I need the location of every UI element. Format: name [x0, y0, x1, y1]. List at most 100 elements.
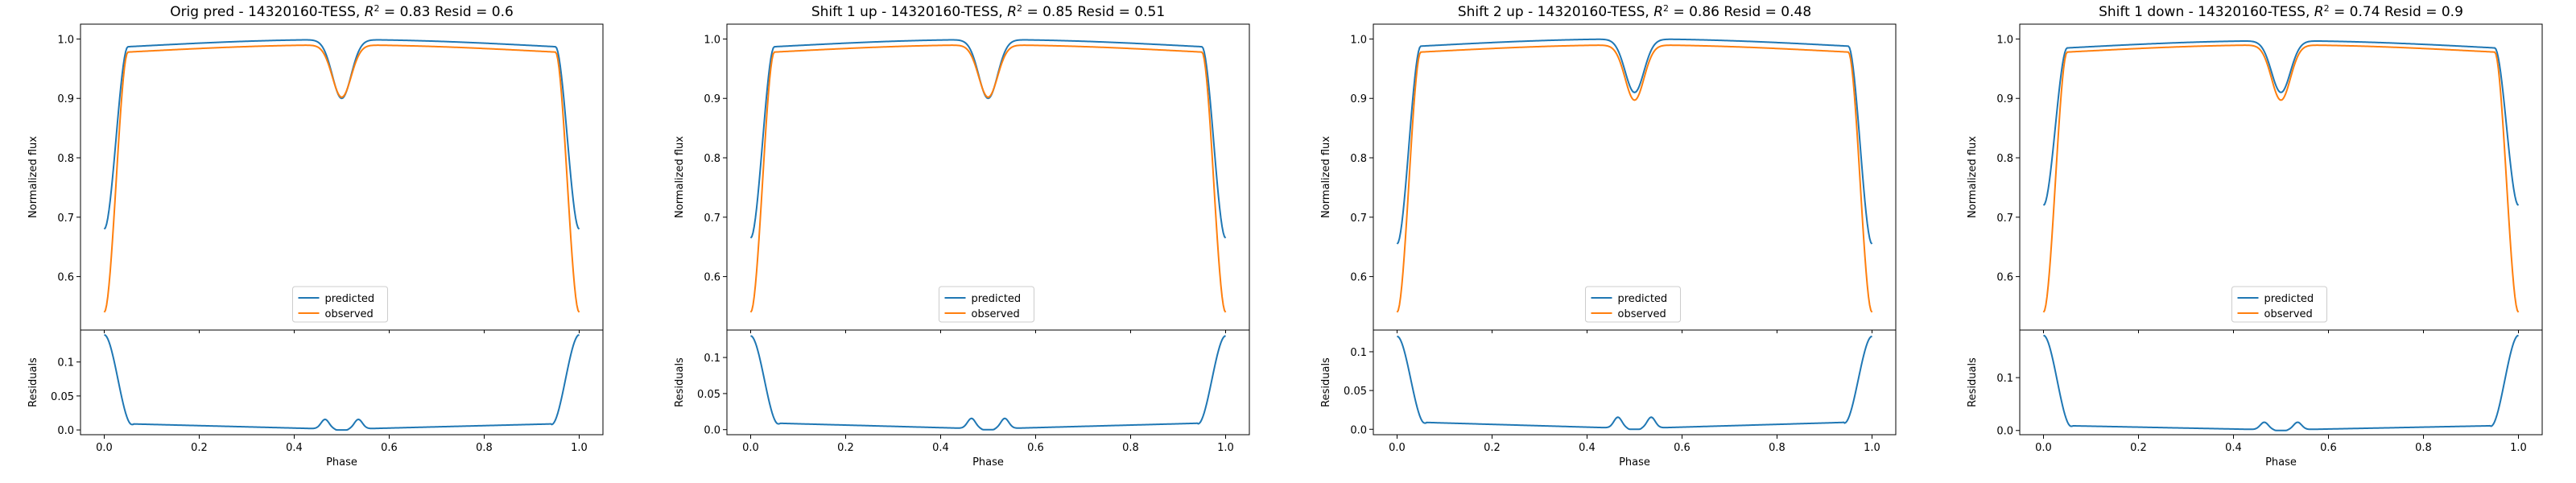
x-tick-label: 0.0: [742, 442, 759, 454]
y-tick-label-flux: 0.7: [1996, 213, 2013, 225]
y-tick-label-flux: 1.0: [57, 34, 74, 46]
flux-axes: 0.6 0.7 0.8 0.9 1.0 Normalized flux: [27, 23, 604, 333]
y-tick-label-flux: 0.7: [57, 213, 74, 225]
legend-label-observed: observed: [1618, 308, 1666, 320]
series-predicted-line: [749, 39, 1227, 239]
flux-axes-frame: [1373, 23, 1897, 331]
legend-label-predicted: predicted: [2264, 293, 2314, 305]
x-tick-label: 0.0: [96, 442, 113, 454]
title-r2-exponent: 2: [374, 3, 380, 14]
y-tick-label-residual: 0.0: [704, 425, 720, 437]
title-r2-exponent: 2: [1017, 3, 1022, 14]
flux-axes: 0.6 0.7 0.8 0.9 1.0 Normalized flux: [1320, 23, 1897, 333]
x-tick-label: 0.0: [2035, 442, 2052, 454]
residual-axes-frame: [2019, 329, 2543, 436]
y-tick-label-residual: 0.1: [704, 353, 720, 365]
title-prefix: Shift 2 up - 14320160-TESS,: [1458, 4, 1653, 20]
y-axis-label-residual: Residuals: [674, 357, 686, 407]
series-observed-line: [1396, 44, 1873, 313]
y-tick-label-residual: 0.1: [1350, 347, 1367, 359]
y-axis-label-residual: Residuals: [1320, 357, 1332, 407]
x-tick-label: 0.6: [1027, 442, 1044, 454]
y-tick-label-flux: 0.6: [704, 272, 720, 284]
title-r2-value: = 0.83: [380, 4, 431, 20]
title-r2-symbol: R: [1653, 4, 1663, 20]
y-tick-label-flux: 0.6: [1996, 272, 2013, 284]
y-axis-label-flux: Normalized flux: [674, 136, 686, 218]
legend-label-observed: observed: [972, 308, 1020, 320]
flux-axes-frame: [2019, 23, 2543, 331]
y-tick-label-flux: 1.0: [704, 34, 720, 46]
y-tick-label-flux: 0.8: [1350, 153, 1367, 165]
x-tick-label: 0.4: [1579, 442, 1596, 454]
chart-title: Shift 1 down - 14320160-TESS, R2 = 0.74 …: [2099, 3, 2463, 20]
flux-axes-frame: [726, 23, 1250, 331]
legend: predicted observed: [2231, 286, 2327, 323]
y-axis-label-residual: Residuals: [27, 357, 39, 407]
y-tick-label-residual: 0.0: [57, 425, 74, 437]
y-axis-label-flux: Normalized flux: [27, 136, 39, 218]
title-prefix: Shift 1 down - 14320160-TESS,: [2099, 4, 2314, 20]
legend: predicted observed: [292, 286, 388, 323]
title-r2-symbol: R: [1007, 4, 1017, 20]
chart-panel-2: Shift 1 up - 14320160-TESS, R2 = 0.85 Re…: [674, 3, 1250, 469]
y-tick-label-flux: 0.6: [1350, 272, 1367, 284]
y-tick-label-flux: 0.9: [57, 93, 74, 105]
y-tick-label-residual: 0.0: [1350, 424, 1367, 436]
chart-title: Orig pred - 14320160-TESS, R2 = 0.83 Res…: [170, 3, 514, 20]
x-tick-label: 0.2: [2130, 442, 2147, 454]
x-axis-label: Phase: [2265, 456, 2297, 469]
chart-title: Shift 1 up - 14320160-TESS, R2 = 0.85 Re…: [811, 3, 1165, 20]
legend-label-predicted: predicted: [972, 293, 1022, 305]
legend-label-predicted: predicted: [1618, 293, 1668, 305]
title-resid: Resid = 0.51: [1073, 4, 1165, 20]
title-r2-value: = 0.86: [1669, 4, 1719, 20]
flux-axes: 0.6 0.7 0.8 0.9 1.0 Normalized flux: [1967, 23, 2543, 333]
y-tick-label-residual: 0.05: [1344, 386, 1367, 398]
legend-label-observed: observed: [2264, 308, 2313, 320]
y-tick-label-flux: 0.9: [704, 93, 720, 105]
residual-axes-frame: [80, 329, 604, 436]
y-tick-label-residual: 0.05: [51, 391, 74, 403]
series-observed-line: [103, 44, 580, 313]
series-residual-line: [750, 335, 1226, 431]
y-tick-label-flux: 0.9: [1350, 93, 1367, 105]
series-predicted-line: [103, 39, 580, 230]
x-tick-label: 1.0: [1864, 442, 1880, 454]
chart-panel-4: Shift 1 down - 14320160-TESS, R2 = 0.74 …: [1967, 3, 2543, 469]
y-tick-label-flux: 0.8: [704, 153, 720, 165]
x-tick-label: 0.4: [932, 442, 949, 454]
series-predicted-line: [2042, 40, 2520, 206]
x-tick-label: 0.4: [2225, 442, 2242, 454]
title-prefix: Shift 1 up - 14320160-TESS,: [811, 4, 1007, 20]
legend: predicted observed: [1585, 286, 1681, 323]
title-resid: Resid = 0.9: [2380, 4, 2463, 20]
series-residual-line: [1397, 335, 1872, 431]
flux-axes-frame: [80, 23, 604, 331]
x-tick-label: 0.8: [476, 442, 493, 454]
title-r2-exponent: 2: [1663, 3, 1669, 14]
y-tick-label-flux: 0.7: [1350, 213, 1367, 225]
y-tick-label-flux: 0.7: [704, 213, 720, 225]
x-tick-label: 0.2: [1484, 442, 1501, 454]
x-axis-label: Phase: [326, 456, 357, 469]
residual-axes: 0.0 0.05 0.1 0.0 0.2 0.4 0.6 0.8 1.0 Residuals Pha…: [27, 329, 604, 469]
residual-axes: 0.0 0.05 0.1 0.0 0.2 0.4 0.6 0.8 1.0 Residuals Pha…: [1320, 329, 1897, 469]
title-r2-value: = 0.74: [2330, 4, 2380, 20]
series-predicted-line: [1396, 38, 1873, 245]
y-tick-label-flux: 0.8: [57, 153, 74, 165]
title-resid: Resid = 0.6: [430, 4, 513, 20]
chart-title: Shift 2 up - 14320160-TESS, R2 = 0.86 Re…: [1458, 3, 1811, 20]
series-observed-line: [749, 44, 1227, 313]
legend: predicted observed: [939, 286, 1034, 323]
x-axis-label: Phase: [1619, 456, 1650, 469]
x-tick-label: 0.6: [381, 442, 398, 454]
y-axis-label-flux: Normalized flux: [1967, 136, 1979, 218]
y-tick-label-residual: 0.1: [57, 357, 74, 369]
y-tick-label-flux: 1.0: [1350, 34, 1367, 46]
chart-panel-3: Shift 2 up - 14320160-TESS, R2 = 0.86 Re…: [1320, 3, 1897, 469]
y-tick-label-flux: 0.9: [1996, 93, 2013, 105]
x-tick-label: 0.2: [191, 442, 208, 454]
x-tick-label: 0.4: [286, 442, 303, 454]
